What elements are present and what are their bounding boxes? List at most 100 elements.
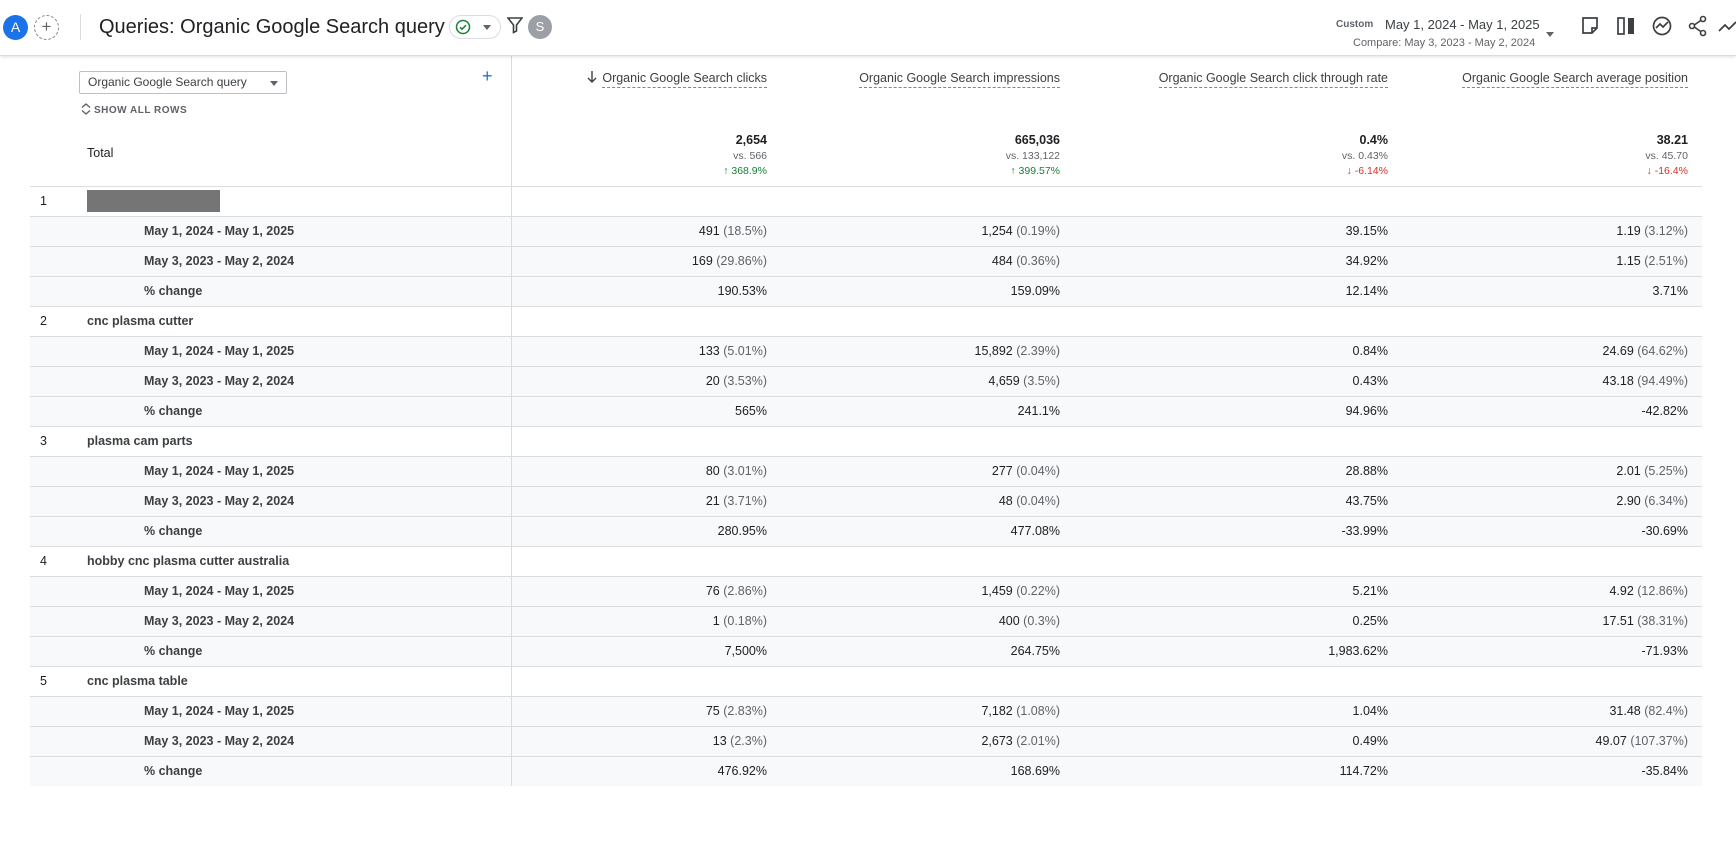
metric-cell: 0.43% [1074, 365, 1402, 396]
subrow-label: May 3, 2023 - May 2, 2024 [87, 605, 512, 636]
metric-cell: 3.71% [1402, 275, 1702, 306]
table-row[interactable]: 5 cnc plasma table [30, 665, 1702, 696]
metric-cell: 4.92 (12.86%) [1402, 575, 1702, 606]
metric-value: 2.90 [1616, 494, 1641, 508]
metric-value: 1 [712, 614, 720, 628]
date-range-picker[interactable]: Custom May 1, 2024 - May 1, 2025 Compare… [1330, 11, 1562, 53]
filter-icon[interactable] [507, 16, 523, 34]
comparison-subrow: May 3, 2023 - May 2, 2024 13 (2.3%) 2,673 … [30, 725, 1702, 756]
metric-share: (3.71%) [723, 494, 767, 508]
metric-share: (0.19%) [1016, 224, 1060, 238]
metric-cell: 20 (3.53%) [511, 365, 781, 396]
table-row[interactable]: 3 plasma cam parts [30, 425, 1702, 456]
metric-value: 24.69 [1602, 344, 1634, 358]
metric-cell: 1.15 (2.51%) [1402, 245, 1702, 276]
query-cell[interactable]: plasma cam parts [87, 425, 512, 456]
table-row[interactable]: 4 hobby cnc plasma cutter australia [30, 545, 1702, 576]
comparison-subrow: May 3, 2023 - May 2, 2024 169 (29.86%) 484… [30, 245, 1702, 276]
show-all-rows-toggle[interactable]: SHOW ALL ROWS [81, 103, 510, 116]
add-dimension-button[interactable]: + [481, 66, 493, 86]
metric-cell: 28.88% [1074, 455, 1402, 486]
report-status-dropdown[interactable] [449, 15, 501, 39]
metric-value: 133 [698, 344, 720, 358]
metric-value: 7,182 [981, 704, 1013, 718]
metric-value: 4.92 [1609, 584, 1634, 598]
subrow-label: % change [87, 395, 512, 426]
subrow-label: May 3, 2023 - May 2, 2024 [87, 245, 512, 276]
metric-value: 241.1% [1017, 404, 1060, 418]
comparison-subrow: May 1, 2024 - May 1, 2025 491 (18.5%) 1,25… [30, 215, 1702, 246]
column-header-ctr[interactable]: Organic Google Search click through rate [1074, 56, 1402, 126]
metric-cell: 168.69% [781, 755, 1074, 786]
metric-cell: 133 (5.01%) [511, 335, 781, 366]
metric-value: 49.07 [1595, 734, 1627, 748]
metric-share: (1.08%) [1016, 704, 1060, 718]
metric-value: 169 [691, 254, 713, 268]
metric-cell: 0.25% [1074, 605, 1402, 636]
query-cell[interactable]: hobby cnc plasma cutter australia [87, 545, 512, 576]
metric-cell: -33.99% [1074, 515, 1402, 546]
dimension-selector[interactable]: Organic Google Search query [79, 71, 287, 94]
comparison-subrow: % change 280.95% 477.08% -33.99% -30.69% [30, 515, 1702, 546]
redacted-query [87, 190, 220, 212]
table-row[interactable]: 1 [30, 185, 1702, 216]
check-circle-icon [455, 19, 471, 35]
column-header-impressions[interactable]: Organic Google Search impressions [781, 56, 1074, 126]
query-cell[interactable] [87, 185, 512, 216]
compare-columns-icon[interactable] [1614, 14, 1638, 38]
subrow-label: May 3, 2023 - May 2, 2024 [87, 485, 512, 516]
account-avatar[interactable]: A [3, 15, 28, 40]
metric-cell: 241.1% [781, 395, 1074, 426]
metric-cell: 2.01 (5.25%) [1402, 455, 1702, 486]
metric-cell: 76 (2.86%) [511, 575, 781, 606]
total-position: 38.21 vs. 45.70 ↓ -16.4% [1645, 133, 1688, 177]
comparison-subrow: May 3, 2023 - May 2, 2024 21 (3.71%) 48 (0… [30, 485, 1702, 516]
segment-badge[interactable]: S [528, 15, 552, 39]
query-cell[interactable]: cnc plasma cutter [87, 305, 512, 336]
metric-value: 114.72% [1339, 764, 1388, 779]
metric-value: 3.71% [1652, 284, 1688, 298]
query-cell[interactable]: cnc plasma table [87, 665, 512, 696]
metric-cell: 476.92% [511, 755, 781, 786]
metric-cell: 1.19 (3.12%) [1402, 215, 1702, 246]
column-header-clicks[interactable]: Organic Google Search clicks [511, 56, 781, 126]
metric-value: 2.01 [1616, 464, 1641, 478]
metric-share: (2.01%) [1016, 734, 1060, 748]
row-index: 1 [30, 185, 87, 216]
metric-share: (12.86%) [1637, 584, 1688, 598]
metric-cell: 1,459 (0.22%) [781, 575, 1074, 606]
total-clicks: 2,654 vs. 566 ↑ 368.9% [723, 133, 767, 177]
note-icon[interactable] [1578, 14, 1602, 38]
comparison-subrow: % change 190.53% 159.09% 12.14% 3.71% [30, 275, 1702, 306]
metric-value: 159.09% [1010, 284, 1060, 298]
subrow-label: May 1, 2024 - May 1, 2025 [87, 455, 512, 486]
insights-icon[interactable] [1650, 14, 1674, 38]
metric-value: 1.04% [1352, 704, 1388, 718]
add-comparison-button[interactable]: + [34, 15, 59, 40]
metric-cell: 0.84% [1074, 335, 1402, 366]
comparison-subrow: May 1, 2024 - May 1, 2025 76 (2.86%) 1,459… [30, 575, 1702, 606]
share-icon[interactable] [1686, 14, 1710, 38]
metric-share: (0.04%) [1016, 464, 1060, 478]
metric-cell: 34.92% [1074, 245, 1402, 276]
metric-cell: 43.18 (94.49%) [1402, 365, 1702, 396]
metric-value: 43.75% [1345, 494, 1388, 508]
metric-share: (3.53%) [723, 374, 767, 388]
metric-share: (0.36%) [1016, 254, 1060, 268]
comparison-subrow: % change 476.92% 168.69% 114.72% -35.84% [30, 755, 1702, 786]
metric-cell: 13 (2.3%) [511, 725, 781, 756]
query-name: hobby cnc plasma cutter australia [87, 554, 290, 568]
table-row[interactable]: 2 cnc plasma cutter [30, 305, 1702, 336]
metric-cell: 1.04% [1074, 695, 1402, 726]
metric-cell: 277 (0.04%) [781, 455, 1074, 486]
metric-value: 34.92% [1345, 254, 1388, 268]
trend-icon[interactable] [1718, 14, 1736, 38]
subrow-label: % change [87, 635, 512, 666]
metric-cell: 169 (29.86%) [511, 245, 781, 276]
show-all-rows-label: SHOW ALL ROWS [94, 105, 188, 116]
metric-cell: 7,182 (1.08%) [781, 695, 1074, 726]
metric-cell: 400 (0.3%) [781, 605, 1074, 636]
column-header-position[interactable]: Organic Google Search average position [1402, 56, 1702, 126]
metric-cell: 12.14% [1074, 275, 1402, 306]
metric-value: 168.69% [1010, 764, 1060, 779]
